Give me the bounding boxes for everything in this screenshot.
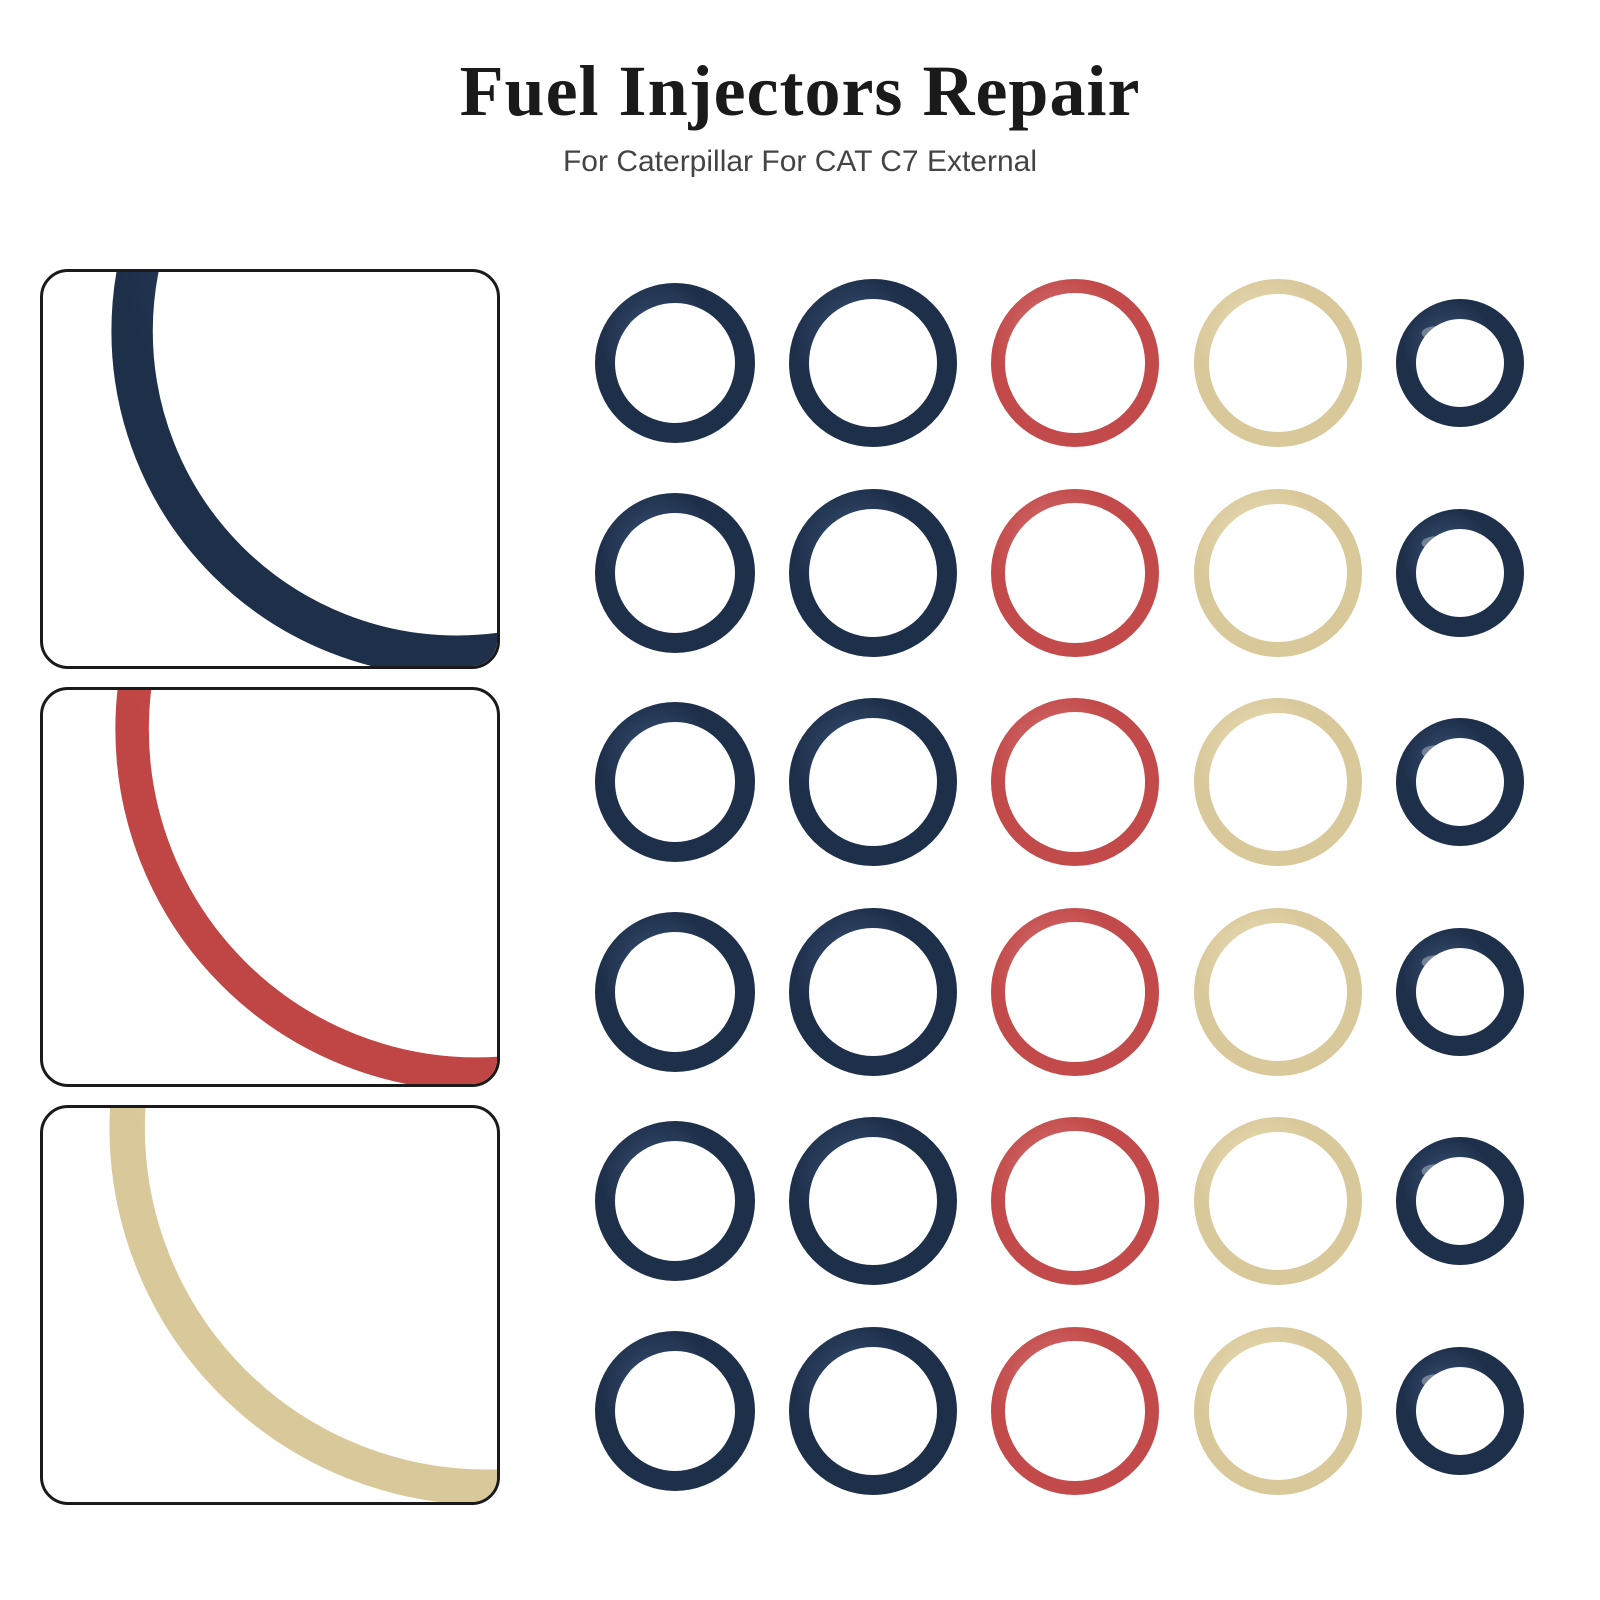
navy-large-b [773, 489, 973, 657]
navy-small [1380, 1137, 1540, 1265]
navy-large-b [773, 1117, 973, 1285]
cream-ring [1178, 908, 1378, 1076]
cream-ring [1178, 698, 1378, 866]
ring-row [580, 698, 1540, 866]
navy-large-b [773, 279, 973, 447]
navy-ring-detail [40, 269, 500, 669]
red-ring [975, 908, 1175, 1076]
red-ring [975, 489, 1175, 657]
header: Fuel Injectors Repair For Caterpillar Fo… [0, 0, 1600, 179]
ring-row [580, 489, 1540, 657]
navy-large-a [580, 912, 770, 1072]
navy-large-a [580, 283, 770, 443]
navy-large-b [773, 1327, 973, 1495]
ring-row [580, 1327, 1540, 1495]
cream-ring [1178, 1327, 1378, 1495]
navy-large-b [773, 908, 973, 1076]
navy-large-b [773, 698, 973, 866]
page-subtitle: For Caterpillar For CAT C7 External [0, 145, 1600, 179]
navy-small [1380, 509, 1540, 637]
red-ring [975, 279, 1175, 447]
navy-small [1380, 928, 1540, 1056]
cream-ring [1178, 1117, 1378, 1285]
cream-ring [1178, 279, 1378, 447]
red-ring [975, 1117, 1175, 1285]
navy-large-a [580, 702, 770, 862]
navy-small [1380, 1347, 1540, 1475]
navy-small [1380, 718, 1540, 846]
content-area [0, 269, 1600, 1505]
cream-ring-detail [40, 1105, 500, 1505]
ring-row [580, 1117, 1540, 1285]
detail-panels [40, 269, 500, 1505]
ring-row [580, 279, 1540, 447]
red-ring [975, 1327, 1175, 1495]
navy-large-a [580, 1121, 770, 1281]
cream-ring [1178, 489, 1378, 657]
ring-row [580, 908, 1540, 1076]
navy-small [1380, 299, 1540, 427]
navy-large-a [580, 1331, 770, 1491]
navy-large-a [580, 493, 770, 653]
red-ring-detail [40, 687, 500, 1087]
red-ring [975, 698, 1175, 866]
ring-grid [500, 269, 1560, 1505]
page-title: Fuel Injectors Repair [0, 50, 1600, 133]
